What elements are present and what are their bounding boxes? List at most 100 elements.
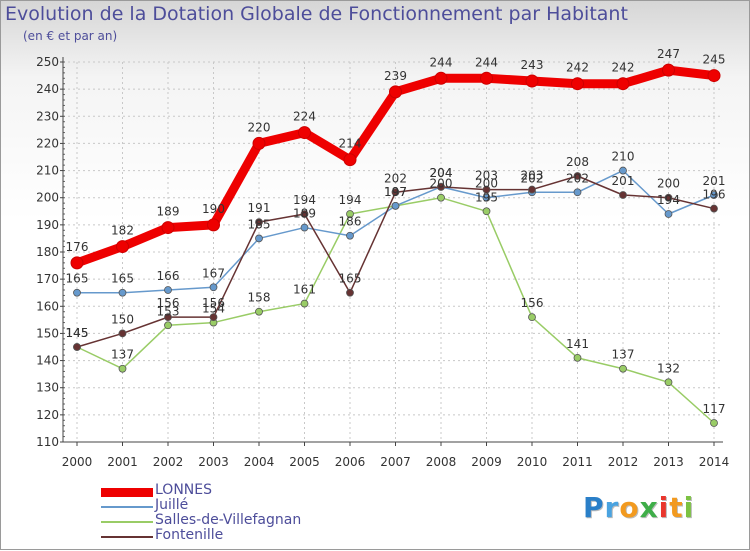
data-point: [619, 166, 627, 175]
data-label: 195: [475, 190, 498, 204]
data-label: 242: [566, 61, 589, 75]
x-tick-label: 2010: [517, 455, 548, 469]
data-label: 165: [111, 272, 134, 286]
y-tick-label: 250: [36, 55, 59, 69]
logo-letter: o: [619, 491, 640, 524]
data-label: 200: [430, 177, 453, 191]
data-label: 156: [521, 296, 544, 310]
data-label: 161: [293, 283, 316, 297]
data-point: [573, 188, 582, 197]
y-tick-label: 150: [36, 326, 59, 340]
legend-swatch: [101, 506, 153, 508]
legend-label: Salles-de-Villefagnan: [155, 512, 302, 528]
data-point: [164, 286, 172, 294]
data-point: [391, 201, 400, 210]
y-tick-label: 190: [36, 218, 59, 232]
data-point: [346, 210, 354, 218]
y-tick-label: 240: [36, 82, 59, 96]
data-point: [118, 364, 127, 373]
data-point: [118, 288, 127, 297]
data-label: 165: [66, 272, 89, 286]
data-point: [573, 353, 582, 362]
legend-swatch: [101, 521, 153, 523]
data-label: 245: [703, 53, 726, 67]
data-label: 202: [384, 171, 407, 185]
y-tick-label: 120: [36, 408, 59, 422]
data-label: 244: [475, 55, 498, 69]
logo-letter: x: [639, 491, 659, 524]
data-label: 167: [202, 266, 225, 280]
y-tick-label: 110: [36, 435, 59, 449]
legend-label: Juillé: [155, 497, 189, 513]
data-label: 247: [657, 47, 680, 61]
data-point: [116, 240, 129, 254]
data-label: 176: [66, 240, 89, 254]
data-label: 132: [657, 361, 680, 375]
data-label: 201: [612, 174, 635, 188]
data-point: [482, 207, 491, 216]
data-label: 208: [566, 155, 589, 169]
data-label: 214: [339, 137, 362, 151]
data-point: [437, 193, 445, 202]
data-label: 137: [612, 348, 635, 362]
data-label: 196: [703, 188, 726, 202]
data-label: 201: [703, 174, 726, 188]
x-tick-label: 2011: [562, 455, 593, 469]
data-label: 239: [384, 69, 407, 83]
data-label: 153: [157, 304, 180, 318]
legend-swatch: [101, 487, 153, 497]
data-label: 189: [293, 207, 316, 221]
data-label: 154: [202, 302, 225, 316]
data-point: [73, 288, 81, 297]
data-point: [525, 74, 539, 88]
x-tick-label: 2008: [426, 455, 457, 469]
data-point: [207, 218, 220, 232]
x-tick-label: 2005: [289, 455, 320, 469]
y-tick-label: 130: [36, 381, 59, 395]
data-point: [480, 71, 493, 85]
data-label: 200: [657, 177, 680, 191]
data-point: [616, 77, 630, 91]
x-tick-label: 2001: [107, 455, 138, 469]
data-point: [434, 71, 448, 85]
data-label: 117: [703, 402, 726, 416]
data-point: [252, 136, 266, 150]
data-label: 158: [248, 291, 271, 305]
y-tick-label: 220: [36, 136, 59, 150]
data-label: 186: [339, 215, 362, 229]
data-point: [161, 221, 175, 235]
data-point: [209, 313, 218, 322]
data-point: [164, 313, 172, 322]
chart-title: Evolution de la Dotation Globale de Fonc…: [5, 3, 628, 25]
data-point: [710, 191, 718, 199]
data-point: [573, 172, 582, 180]
logo-letter: P: [583, 491, 605, 524]
y-tick-label: 200: [36, 191, 59, 205]
x-tick-label: 2003: [198, 455, 229, 469]
x-tick-label: 2000: [62, 455, 93, 469]
y-tick-label: 230: [36, 109, 59, 123]
data-label: 204: [430, 166, 453, 180]
data-point: [482, 185, 491, 194]
data-point: [619, 364, 627, 373]
data-label: 189: [157, 205, 180, 219]
data-label: 156: [202, 296, 225, 310]
x-tick-label: 2007: [380, 455, 411, 469]
y-tick-label: 170: [36, 272, 59, 286]
data-label: 194: [657, 193, 680, 207]
data-label: 202: [566, 171, 589, 185]
data-point: [343, 153, 357, 167]
data-label: 194: [339, 193, 362, 207]
data-point: [664, 378, 673, 387]
data-point: [255, 307, 263, 316]
data-point: [710, 204, 718, 213]
data-point: [300, 223, 309, 232]
data-label: 220: [248, 120, 271, 134]
data-point: [528, 185, 536, 194]
data-label: 200: [475, 177, 498, 191]
y-tick-label: 140: [36, 354, 59, 368]
data-label: 244: [430, 55, 453, 69]
data-label: 203: [521, 169, 544, 183]
